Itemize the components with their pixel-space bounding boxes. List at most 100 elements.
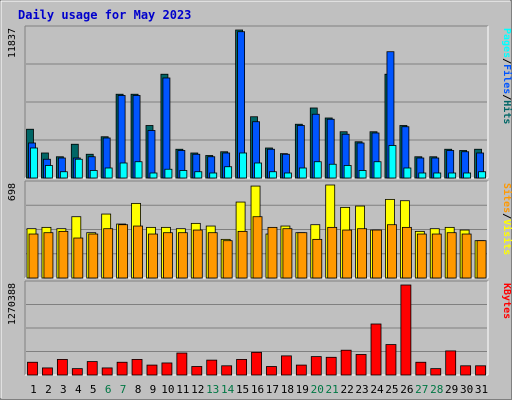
bar-sites-day-3 xyxy=(58,230,69,279)
legend-entry-kbytes: KBytes xyxy=(501,283,512,319)
bar-pages-day-19 xyxy=(298,167,307,179)
bar-pages-day-14 xyxy=(224,166,233,179)
bar-files-day-9 xyxy=(147,130,156,179)
bar-kbytes-day-15 xyxy=(236,359,247,376)
bar-sites-day-28 xyxy=(431,233,442,279)
x-tick-label-day-3: 3 xyxy=(60,383,67,396)
bar-sites-day-12 xyxy=(192,229,203,279)
x-tick-label-day-30: 30 xyxy=(460,383,473,396)
bar-pages-day-29 xyxy=(448,172,457,179)
bar-pages-day-30 xyxy=(463,172,472,179)
legend-pages-files-hits: Pages/Files/Hits xyxy=(501,28,512,124)
x-tick-label-day-7: 7 xyxy=(120,383,127,396)
x-tick-label-day-18: 18 xyxy=(281,383,294,396)
bar-kbytes-day-22 xyxy=(340,349,352,376)
bar-sites-day-15 xyxy=(237,230,248,279)
legend-entry-pages: Pages xyxy=(501,28,512,58)
x-tick-label-day-23: 23 xyxy=(355,383,368,396)
bar-kbytes-day-20 xyxy=(310,356,322,376)
bar-pages-day-26 xyxy=(403,167,412,179)
bar-pages-day-8 xyxy=(134,161,143,179)
bar-kbytes-day-12 xyxy=(191,366,203,376)
bar-pages-day-10 xyxy=(164,168,173,179)
legend-separator: / xyxy=(501,58,512,64)
x-tick-label-day-31: 31 xyxy=(475,383,488,396)
y-max-label-kbytes: 1270388 xyxy=(7,283,18,325)
bar-sites-day-20 xyxy=(312,238,323,279)
bar-kbytes-day-13 xyxy=(206,359,218,376)
bar-pages-day-20 xyxy=(313,161,322,179)
bar-sites-day-13 xyxy=(207,232,218,279)
legend-visits-sites: Sites/Visits xyxy=(501,183,512,255)
bar-pages-day-21 xyxy=(328,163,337,179)
x-tick-label-day-12: 12 xyxy=(191,383,204,396)
bar-kbytes-day-30 xyxy=(460,365,472,376)
bar-kbytes-day-17 xyxy=(266,366,277,376)
bar-pages-day-31 xyxy=(478,171,486,179)
legend-entry-files: Files xyxy=(501,64,512,94)
bar-kbytes-day-21 xyxy=(325,356,337,376)
bar-sites-day-5 xyxy=(88,233,99,279)
bar-sites-day-7 xyxy=(118,224,129,279)
legend-separator: / xyxy=(501,213,512,219)
bar-kbytes-day-6 xyxy=(101,367,113,376)
x-tick-label-day-25: 25 xyxy=(385,383,398,396)
bar-kbytes-day-5 xyxy=(86,361,98,376)
x-tick-label-day-24: 24 xyxy=(370,383,384,396)
bar-pages-day-15 xyxy=(239,152,247,179)
x-tick-label-day-14: 14 xyxy=(221,383,235,396)
bar-pages-day-23 xyxy=(358,170,367,179)
bar-kbytes-day-31 xyxy=(475,365,486,376)
bar-kbytes-day-23 xyxy=(355,354,367,376)
bar-pages-day-12 xyxy=(194,171,203,179)
bar-sites-day-8 xyxy=(133,225,143,279)
x-tick-label-day-22: 22 xyxy=(340,383,353,396)
legend-kbytes: KBytes xyxy=(501,283,512,319)
bar-sites-day-18 xyxy=(282,228,293,279)
bar-sites-day-2 xyxy=(43,232,54,279)
x-tick-label-day-10: 10 xyxy=(161,383,174,396)
legend-entry-sites: Sites xyxy=(501,183,512,213)
bar-sites-day-10 xyxy=(163,232,173,279)
bar-sites-day-22 xyxy=(342,229,353,279)
x-tick-label-day-11: 11 xyxy=(176,383,189,396)
x-tick-label-day-8: 8 xyxy=(135,383,142,396)
bar-pages-day-13 xyxy=(209,172,218,179)
bar-sites-day-27 xyxy=(416,233,427,279)
bar-kbytes-day-8 xyxy=(131,359,143,376)
bar-files-day-10 xyxy=(162,77,171,179)
x-tick-label-day-2: 2 xyxy=(45,383,52,396)
x-tick-label-day-20: 20 xyxy=(311,383,324,396)
bar-sites-day-31 xyxy=(476,240,487,279)
x-tick-label-day-13: 13 xyxy=(206,383,219,396)
bar-kbytes-day-28 xyxy=(430,368,442,376)
bar-pages-day-16 xyxy=(254,162,262,179)
bar-sites-day-24 xyxy=(372,229,382,279)
y-max-label-visits-sites: 698 xyxy=(7,183,18,201)
bar-kbytes-day-2 xyxy=(42,367,53,376)
bar-kbytes-day-11 xyxy=(176,352,188,376)
bar-pages-day-25 xyxy=(388,145,397,179)
bar-sites-day-11 xyxy=(177,232,188,279)
bar-sites-day-4 xyxy=(73,237,84,279)
chart-title: Daily usage for May 2023 xyxy=(18,8,191,22)
y-max-label-pages-files-hits: 11837 xyxy=(7,28,18,58)
bar-pages-day-22 xyxy=(343,165,352,179)
bar-kbytes-day-19 xyxy=(295,364,307,376)
bar-kbytes-day-10 xyxy=(161,362,173,376)
bar-pages-day-1 xyxy=(30,147,38,179)
bar-kbytes-day-27 xyxy=(415,361,427,376)
x-tick-label-day-15: 15 xyxy=(236,383,249,396)
x-tick-label-day-16: 16 xyxy=(251,383,264,396)
bar-pages-day-3 xyxy=(59,171,68,179)
bar-pages-day-4 xyxy=(74,158,83,179)
x-tick-label-day-28: 28 xyxy=(430,383,443,396)
bar-kbytes-day-29 xyxy=(445,350,457,376)
legend-entry-hits: Hits xyxy=(501,100,512,124)
bar-kbytes-day-25 xyxy=(385,344,397,376)
bar-sites-day-25 xyxy=(387,224,397,279)
x-tick-label-day-29: 29 xyxy=(445,383,458,396)
bar-pages-day-28 xyxy=(433,172,442,179)
